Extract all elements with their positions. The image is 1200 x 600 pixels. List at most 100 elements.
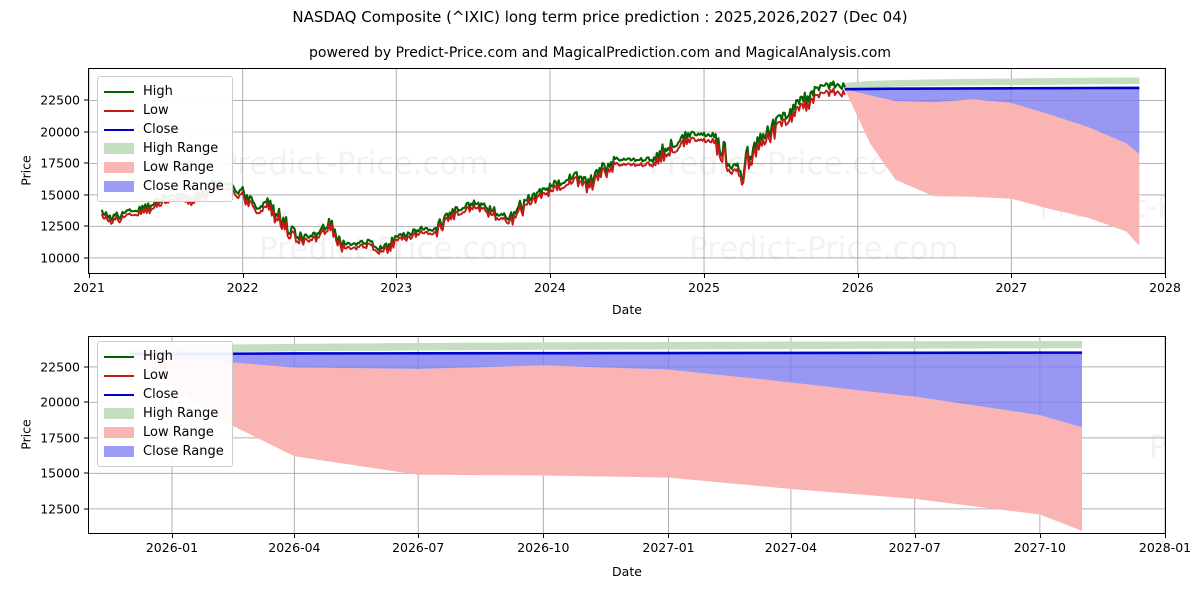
top-legend-patch-swatch-icon [104,143,134,154]
bottom-legend-item-high: High [104,347,224,366]
bottom-legend-patch-swatch-icon [104,446,134,457]
top-legend-item-low: Low [104,101,224,120]
top-legend-label: High Range [143,141,219,156]
top-legend-item-low-range: Low Range [104,158,224,177]
bottom-legend-line-swatch-icon [104,393,134,396]
bottom-x-tick-label: 2028-01 [1138,540,1192,555]
bottom-x-tick-mark [418,534,420,538]
bottom-x-tick-label: 2027-07 [888,540,941,555]
top-y-tick-label: 17500 [40,155,80,171]
top-x-tick-mark [89,274,90,278]
top-close-forecast-line [844,86,1140,91]
bottom-legend-label: Low [143,368,169,383]
top-x-tick-mark [1165,274,1166,278]
bottom-legend-label: Close Range [143,444,224,459]
top-y-tick-mark [84,257,88,259]
top-x-tick-label: 2028 [1149,280,1181,295]
top-close-range-band [844,87,1140,154]
bottom-legend-label: High Range [143,406,219,421]
top-legend-label: Close [143,122,179,137]
top-legend-label: Low Range [143,160,214,175]
bottom-x-tick-label: 2026-07 [392,540,445,555]
bottom-legend-patch-swatch-icon [104,408,134,419]
bottom-y-tick-mark [84,437,88,439]
bottom-plot-frame: Predict-Price.comPredict-Price.comPredic… [88,336,1166,534]
top-x-tick-mark [1011,274,1013,278]
bottom-y-tick-mark [84,472,88,474]
top-x-tick-label: 2025 [688,280,720,295]
bottom-y-tick-mark [84,508,88,510]
top-y-tick-label: 12500 [40,218,80,234]
top-legend-line-swatch-icon [104,90,134,93]
bottom-legend-label: Close [143,387,179,402]
top-y-tick-label: 10000 [40,250,80,266]
bottom-legend-label: Low Range [143,425,214,440]
top-x-axis-label: Date [612,302,642,317]
page-title: NASDAQ Composite (^IXIC) long term price… [292,8,908,26]
watermark-text: Predict-Price.com [649,146,919,182]
bottom-y-tick-label: 17500 [40,430,80,446]
bottom-x-tick-label: 2026-01 [145,540,199,555]
bottom-x-tick-label: 2026-10 [517,540,570,555]
top-y-tick-mark [84,131,88,133]
top-legend-item-high-range: High Range [104,139,224,158]
bottom-legend-item-close-range: Close Range [104,442,224,461]
top-y-tick-label: 15000 [40,187,80,203]
top-x-tick-mark [857,274,859,278]
top-y-tick-label: 20000 [40,124,80,140]
top-x-tick-mark [549,274,551,278]
top-legend-patch-swatch-icon [104,162,134,173]
bottom-y-tick-mark [84,401,88,403]
top-legend-item-close-range: Close Range [104,177,224,196]
page-subtitle: powered by Predict-Price.com and Magical… [309,45,891,61]
top-y-tick-mark [84,194,88,196]
watermark-text: Predict-Price.com [689,231,959,267]
bottom-y-tick-label: 12500 [40,501,80,517]
bottom-x-tick-mark [543,534,545,538]
bottom-y-tick-label: 15000 [40,465,80,481]
bottom-x-tick-label: 2027-10 [1013,540,1066,555]
bottom-chart-canvas: Predict-Price.comPredict-Price.comPredic… [89,337,1165,533]
watermark-text: Predict-Price.com [219,146,489,182]
top-chart-canvas: Predict-Price.com Predict-Price.com Predic… [89,69,1165,273]
bottom-x-tick-label: 2026-04 [268,540,321,555]
bottom-chart-legend: High Low Close High Range Low Range Close Ran… [97,341,233,467]
top-legend-label: Low [143,103,169,118]
bottom-y-tick-mark [84,366,88,368]
bottom-x-tick-mark [914,534,916,538]
top-x-tick-label: 2021 [73,280,105,295]
bottom-x-tick-mark [171,534,173,538]
bottom-high-range-band [129,340,1083,355]
top-legend-item-close: Close [104,120,224,139]
bottom-close-forecast-line [129,351,1083,356]
top-legend-line-swatch-icon [104,128,134,131]
top-y-tick-mark [84,225,88,227]
bottom-legend-line-swatch-icon [104,355,134,358]
bottom-legend-item-low: Low [104,366,224,385]
bottom-x-axis-label: Date [612,564,642,579]
top-legend-label: Close Range [143,179,224,194]
top-y-tick-mark [84,162,88,164]
top-x-tick-mark [704,274,706,278]
top-x-tick-label: 2027 [995,280,1028,295]
top-y-axis-label: Price [18,155,34,186]
top-y-tick-mark [84,99,88,101]
top-x-tick-label: 2022 [226,280,259,295]
top-legend-label: High [143,84,173,99]
bottom-x-tick-mark [1039,534,1041,538]
bottom-y-axis-label: Price [18,419,34,450]
top-y-tick-label: 22500 [40,92,80,108]
top-high-range-band [844,77,1140,90]
bottom-low-range-band [129,354,1083,531]
top-x-tick-label: 2023 [380,280,413,295]
bottom-legend-patch-swatch-icon [104,427,134,438]
watermark-text: Predict-Price.com [1149,429,1165,465]
top-legend-patch-swatch-icon [104,181,134,192]
bottom-y-tick-label: 22500 [40,359,80,375]
bottom-legend-item-close: Close [104,385,224,404]
top-legend-item-high: High [104,82,224,101]
top-chart-legend: High Low Close High Range Low Range Close Ran… [97,76,233,202]
top-plot-frame: Predict-Price.com Predict-Price.com Predic… [88,68,1166,274]
top-legend-line-swatch-icon [104,109,134,112]
